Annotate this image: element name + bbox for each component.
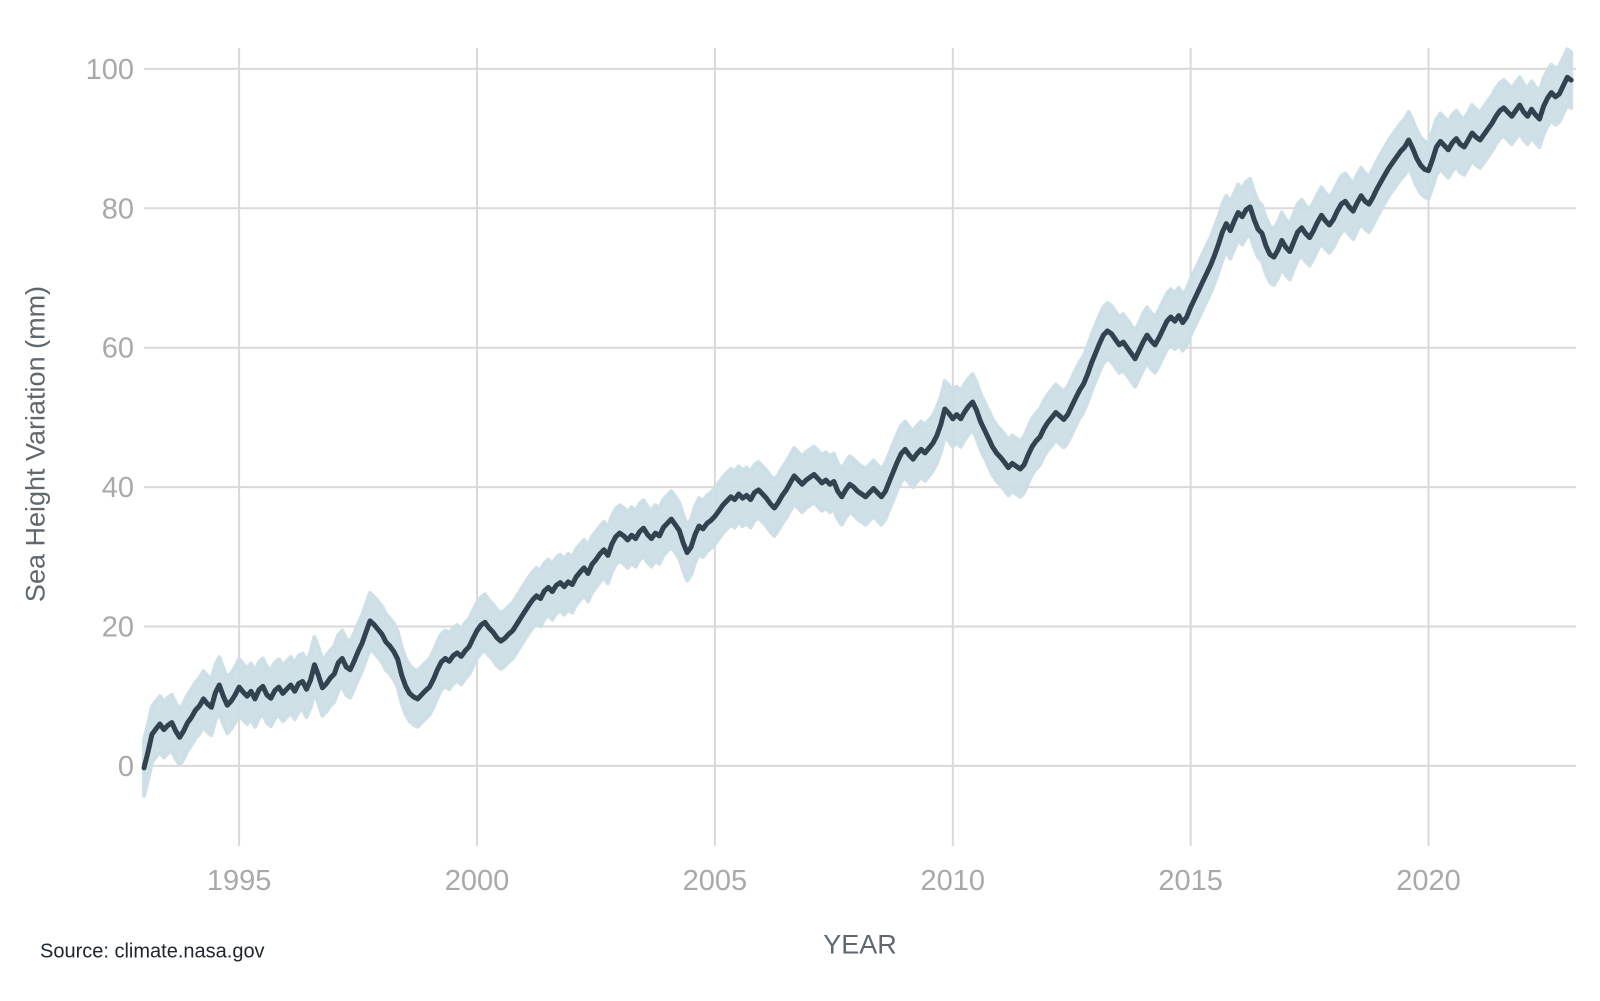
- y-tick-label-80: 80: [102, 193, 134, 225]
- x-tick-label-2010: 2010: [921, 865, 986, 897]
- x-axis-title: YEAR: [823, 929, 897, 960]
- sea-level-line: [141, 74, 1574, 771]
- x-tick-label-1995: 1995: [207, 865, 272, 897]
- y-tick-label-100: 100: [86, 54, 134, 86]
- uncertainty-band: [142, 47, 1574, 798]
- x-tick-label-2020: 2020: [1396, 865, 1461, 897]
- source-credit: Source: climate.nasa.gov: [40, 940, 265, 963]
- y-tick-label-60: 60: [102, 333, 134, 365]
- x-tick-label-2000: 2000: [445, 865, 510, 897]
- y-axis-title: Sea Height Variation (mm): [20, 285, 51, 603]
- x-tick-label-2005: 2005: [683, 865, 748, 897]
- y-tick-label-0: 0: [118, 751, 134, 783]
- x-tick-label-2015: 2015: [1158, 865, 1223, 897]
- y-tick-label-20: 20: [102, 612, 134, 644]
- y-tick-label-40: 40: [102, 472, 134, 504]
